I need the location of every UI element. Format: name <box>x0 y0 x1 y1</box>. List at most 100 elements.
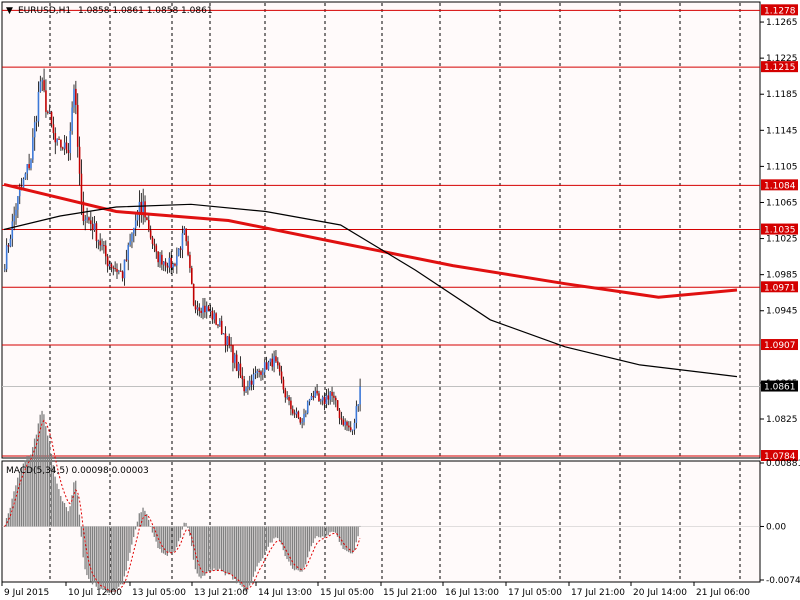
candle-body <box>146 217 148 220</box>
price-tick-label: 1.1185 <box>766 90 798 100</box>
macd-bar <box>56 483 58 527</box>
macd-bar <box>93 526 96 583</box>
macd-bar <box>310 526 312 547</box>
candle-body <box>78 146 81 174</box>
macd-bar <box>241 526 243 587</box>
macd-bar <box>33 438 36 527</box>
symbol-dropdown-icon[interactable]: ▼ <box>6 6 13 16</box>
candle-body <box>179 248 182 250</box>
macd-bar <box>45 426 47 527</box>
macd-bar <box>30 454 32 527</box>
macd-bar <box>176 526 178 547</box>
macd-bar <box>144 510 146 527</box>
candle-body <box>50 111 53 125</box>
candle-body <box>170 257 173 268</box>
candle-body <box>18 189 21 197</box>
macd-bar <box>90 526 92 582</box>
price-axis: 1.1265 1.1225 1.1185 1.1145 1.1105 1.1065 1.10… <box>760 4 800 586</box>
macd-bar <box>183 522 185 527</box>
price-tick-label: 1.1025 <box>766 235 798 245</box>
candle-body <box>232 345 234 363</box>
macd-bar <box>91 526 94 585</box>
time-tick-label: 9 Jul 2015 <box>4 588 49 598</box>
macd-bar <box>9 507 11 527</box>
macd-bar <box>321 526 324 537</box>
macd-bar <box>263 526 266 553</box>
candle-body <box>110 264 113 268</box>
macd-bar <box>198 526 200 577</box>
candle-body <box>222 333 225 335</box>
candle-body <box>75 88 77 105</box>
macd-bar <box>226 526 228 574</box>
macd-bar <box>48 443 51 527</box>
level-price-tag <box>761 4 798 16</box>
candle-body <box>101 245 103 247</box>
candle-body <box>47 111 49 113</box>
price-tick-label: 1.0985 <box>766 271 798 281</box>
macd-bar <box>348 526 350 553</box>
macd-bar <box>333 526 335 532</box>
macd-bar <box>67 511 69 527</box>
candle-body <box>262 372 264 375</box>
macd-bar <box>355 526 357 543</box>
macd-bar <box>346 526 348 552</box>
candle-body <box>267 362 270 370</box>
candle-body <box>333 395 335 398</box>
macd-bar <box>295 526 298 570</box>
candle-body <box>61 147 64 149</box>
macd-bar <box>118 526 120 587</box>
macd-panel[interactable] <box>1 460 761 583</box>
macd-bar <box>327 526 329 536</box>
macd-bar <box>306 526 309 558</box>
price-tick-label: 1.0825 <box>766 415 798 425</box>
macd-bar <box>35 434 38 527</box>
macd-bar <box>159 526 161 550</box>
candle-body <box>140 201 143 214</box>
candle-body <box>340 418 343 420</box>
macd-bar <box>252 526 255 577</box>
level-price-tag <box>761 223 798 235</box>
macd-bar <box>230 526 232 575</box>
candle-body <box>284 389 287 398</box>
candle-body <box>157 251 159 263</box>
candle-body <box>209 310 212 312</box>
candle-body <box>177 248 180 256</box>
candle-body <box>32 137 34 160</box>
candle-body <box>291 409 294 414</box>
macd-bar <box>220 526 223 572</box>
macd-bar <box>61 501 64 527</box>
macd-bar <box>297 526 299 571</box>
candle-body <box>151 237 154 244</box>
candle-body <box>297 411 300 418</box>
macd-bar <box>219 526 221 569</box>
macd-bar <box>162 526 165 554</box>
candle-body <box>153 243 156 246</box>
macd-bar <box>320 526 322 538</box>
level-price-tag-label: 1.1215 <box>764 63 796 73</box>
macd-tick-label: 0.00881 <box>766 459 800 469</box>
candle-body <box>198 307 201 311</box>
macd-bar <box>123 526 125 577</box>
candle-body <box>342 419 345 425</box>
macd-bar <box>73 482 75 527</box>
macd-bar <box>232 526 234 580</box>
macd-bar <box>104 526 107 590</box>
candle-body <box>224 333 227 345</box>
macd-bar <box>170 526 172 554</box>
candle-body <box>204 305 206 313</box>
candle-body <box>243 379 245 392</box>
macd-bar <box>351 526 354 554</box>
candle-body <box>7 245 10 247</box>
current-price-tag <box>761 380 798 392</box>
macd-bar <box>224 526 226 576</box>
macd-bar <box>262 526 264 559</box>
macd-bar <box>114 526 116 591</box>
macd-bar <box>166 526 168 556</box>
price-tick-label: 1.1265 <box>766 18 798 28</box>
candle-body <box>314 390 317 398</box>
macd-bar <box>305 526 307 565</box>
candle-body <box>325 395 328 405</box>
price-tick-label: 1.1225 <box>766 54 798 64</box>
macd-bar <box>275 526 277 538</box>
